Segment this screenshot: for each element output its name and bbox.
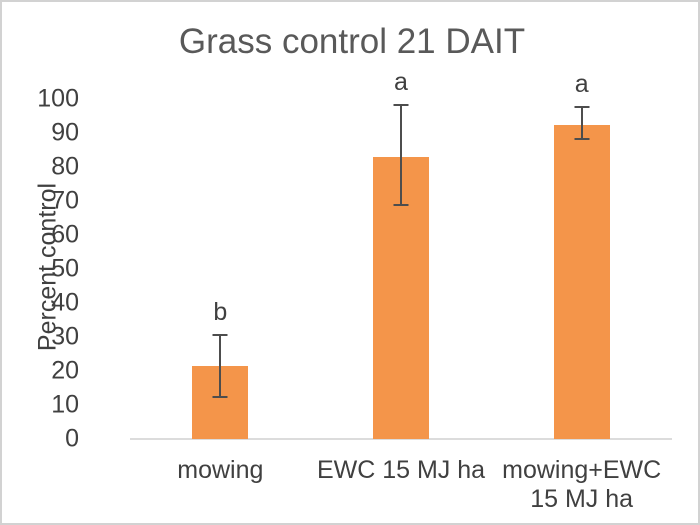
plot-area: 0 10 20 30 40 50 60 70 80 90 100 b mowing a EWC 15 MJ …	[37, 68, 672, 513]
y-tick-label: 100	[37, 84, 79, 113]
sig-letter: a	[394, 68, 408, 97]
chart-title: Grass control 21 DAIT	[178, 22, 526, 61]
y-tick-label: 90	[51, 118, 79, 147]
error-bar-cap	[393, 204, 409, 207]
error-bar	[400, 104, 402, 207]
y-tick-label: 0	[65, 424, 79, 453]
y-tick-label: 80	[51, 152, 79, 181]
y-tick-label: 50	[51, 254, 79, 283]
error-bar	[219, 333, 222, 399]
y-tick-label: 10	[51, 390, 79, 419]
sig-letter: a	[574, 69, 589, 98]
error-bar-cap	[212, 396, 228, 399]
y-tick-label: 30	[51, 322, 79, 351]
x-tick-label: mowing+EWC 15 MJ ha	[502, 456, 662, 513]
error-bar-cap	[393, 104, 409, 107]
error-bar-cap	[574, 137, 590, 140]
y-tick-label: 20	[51, 356, 79, 385]
y-tick-label: 60	[51, 220, 79, 249]
y-tick-label: 40	[51, 288, 79, 317]
x-axis-line	[130, 438, 672, 440]
x-tick-label: mowing	[177, 456, 264, 484]
error-bar	[580, 105, 583, 140]
bar	[553, 124, 610, 439]
sig-letter: b	[213, 297, 228, 326]
x-tick-label: EWC 15 MJ ha	[316, 456, 486, 484]
error-bar-cap	[212, 333, 228, 336]
y-tick-label: 70	[51, 186, 79, 215]
error-bar-cap	[574, 105, 590, 108]
